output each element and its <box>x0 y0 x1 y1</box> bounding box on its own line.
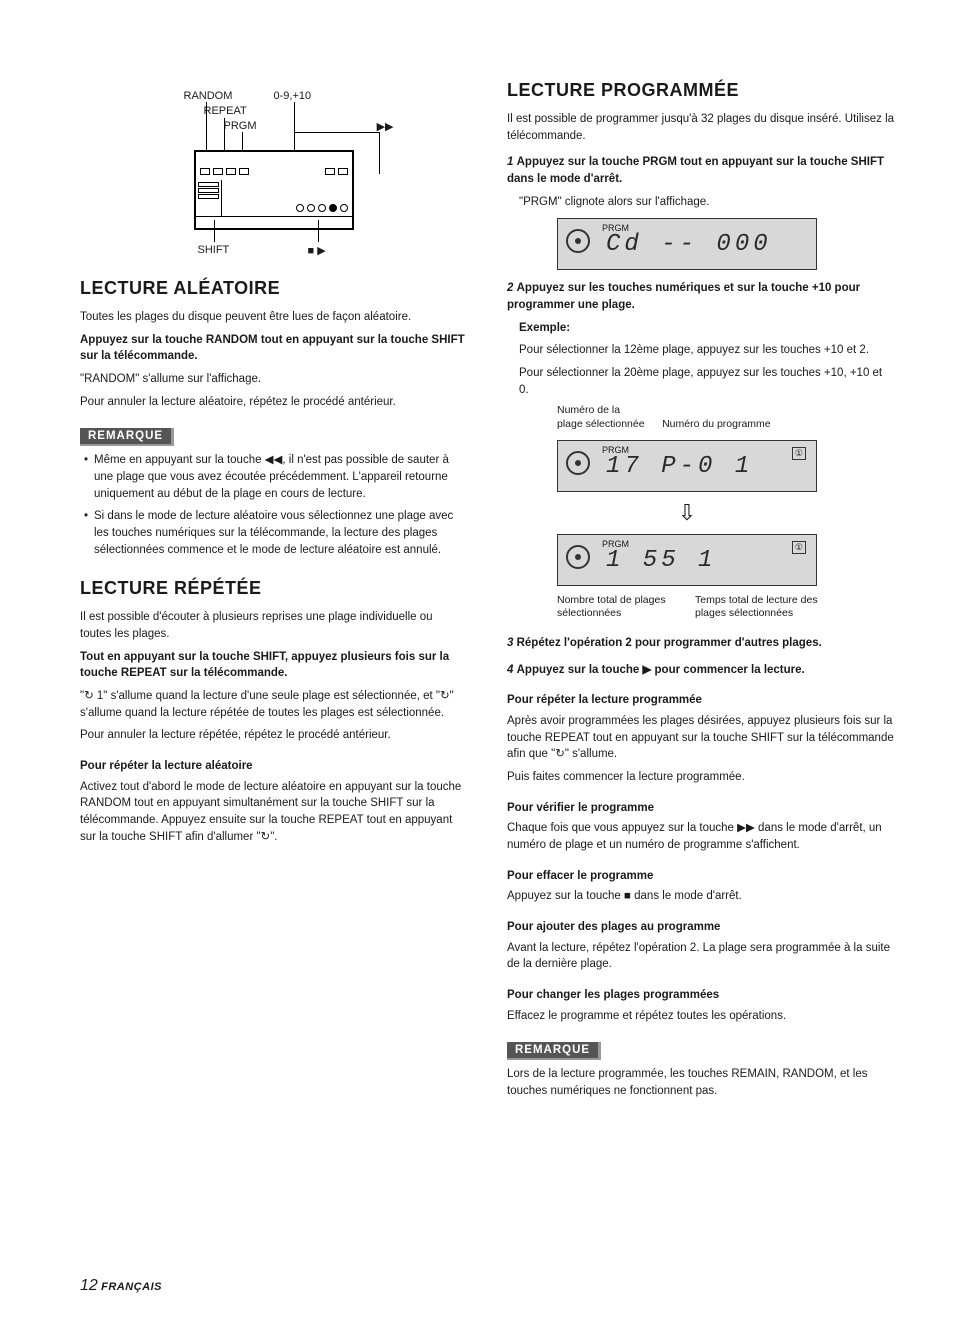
example-label: Exemple: <box>519 320 894 337</box>
text: "↻ 1" s'allume quand la lecture d'une se… <box>80 688 467 721</box>
text: Lors de la lecture programmée, les touch… <box>507 1066 894 1099</box>
heading-programmed-play: LECTURE PROGRAMMÉE <box>507 80 894 101</box>
text: Avant la lecture, répétez l'opération 2.… <box>507 940 894 973</box>
caption-part: Nombre total de plages sélectionnées <box>557 594 687 621</box>
label-repeat: REPEAT <box>204 105 247 117</box>
text: Pour sélectionner la 20ème plage, appuye… <box>519 365 894 398</box>
text: Pour annuler la lecture aléatoire, répét… <box>80 394 467 411</box>
label-stopplay: ■ ▶ <box>308 244 326 257</box>
step-text: Répétez l'opération 2 pour programmer d'… <box>517 637 822 649</box>
down-arrow-icon: ⇩ <box>557 500 817 526</box>
lcd-display-2: PRGM ① 17 P-0 1 <box>557 440 817 492</box>
page-footer: 12 FRANÇAIS <box>80 1277 162 1295</box>
lcd-display-3: PRGM ① 1 55 1 <box>557 534 817 586</box>
lcd-display-1: PRGM Cd -- 000 <box>557 218 817 270</box>
text: Activez tout d'abord le mode de lecture … <box>80 779 467 846</box>
step-number: 3 <box>507 637 513 649</box>
remark-item: Même en appuyant sur la touche ◀◀, il n'… <box>84 452 467 502</box>
device-diagram: RANDOM 0-9,+10 REPEAT PRGM ▶▶ <box>154 90 394 258</box>
text: "PRGM" clignote alors sur l'affichage. <box>519 194 894 211</box>
text: Après avoir programmées les plages désir… <box>507 713 894 763</box>
subheading: Pour changer les plages programmées <box>507 987 894 1004</box>
text: Appuyez sur la touche ■ dans le mode d'a… <box>507 888 894 905</box>
text: Il est possible d'écouter à plusieurs re… <box>80 609 467 642</box>
subheading: Pour effacer le programme <box>507 868 894 885</box>
text: "RANDOM" s'allume sur l'affichage. <box>80 371 467 388</box>
lcd-segment-text: 1 55 1 <box>602 539 812 582</box>
instruction-bold: Appuyez sur la touche RANDOM tout en app… <box>80 332 467 365</box>
label-shift: SHIFT <box>198 244 230 256</box>
label-nums: 0-9,+10 <box>274 90 312 102</box>
heading-repeat-play: LECTURE RÉPÉTÉE <box>80 578 467 599</box>
lcd-track-indicator: ① <box>792 447 806 460</box>
step-text: Appuyez sur la touche PRGM tout en appuy… <box>507 156 884 185</box>
text: Pour annuler la lecture répétée, répétez… <box>80 727 467 744</box>
subheading: Pour répéter la lecture aléatoire <box>80 758 467 775</box>
lcd-segment-text: 17 P-0 1 <box>602 445 812 488</box>
language-label: FRANÇAIS <box>101 1281 162 1293</box>
remark-item: Si dans le mode de lecture aléatoire vou… <box>84 508 467 558</box>
text: Toutes les plages du disque peuvent être… <box>80 309 467 326</box>
text: Puis faites commencer la lecture program… <box>507 769 894 786</box>
caption-part: Numéro du programme <box>662 418 771 430</box>
page-number: 12 <box>80 1277 98 1294</box>
lcd-prgm-label: PRGM <box>602 223 629 233</box>
step-text: Appuyez sur la touche ▶ pour commencer l… <box>517 664 805 676</box>
lcd-prgm-label: PRGM <box>602 445 629 455</box>
text: Il est possible de programmer jusqu'à 32… <box>507 111 894 144</box>
lcd-track-indicator: ① <box>792 541 806 554</box>
label-random: RANDOM <box>184 90 233 102</box>
caption: Numéro de la plage sélectionnée Numéro d… <box>557 404 894 431</box>
lcd-prgm-label: PRGM <box>602 539 629 549</box>
subheading: Pour vérifier le programme <box>507 800 894 817</box>
text: Pour sélectionner la 12ème plage, appuye… <box>519 342 894 359</box>
text: Chaque fois que vous appuyez sur la touc… <box>507 820 894 853</box>
step-number: 1 <box>507 156 513 168</box>
subheading: Pour ajouter des plages au programme <box>507 919 894 936</box>
cd-icon <box>566 229 590 253</box>
subheading: Pour répéter la lecture programmée <box>507 692 894 709</box>
remark-label: REMARQUE <box>507 1042 601 1060</box>
lcd-segment-text: Cd -- 000 <box>602 223 812 266</box>
caption-part: Numéro de la <box>557 404 620 416</box>
cd-icon <box>566 451 590 475</box>
cd-icon <box>566 545 590 569</box>
label-prgm: PRGM <box>224 120 257 132</box>
remark-label: REMARQUE <box>80 428 174 446</box>
step-number: 4 <box>507 664 513 676</box>
step-text: Appuyez sur les touches numériques et su… <box>507 282 860 311</box>
step-number: 2 <box>507 282 513 294</box>
instruction-bold: Tout en appuyant sur la touche SHIFT, ap… <box>80 649 467 682</box>
text: Effacez le programme et répétez toutes l… <box>507 1008 894 1025</box>
heading-random-play: LECTURE ALÉATOIRE <box>80 278 467 299</box>
caption-part: plage sélectionnée <box>557 418 645 430</box>
caption-part: Temps total de lecture des plages sélect… <box>695 594 825 621</box>
